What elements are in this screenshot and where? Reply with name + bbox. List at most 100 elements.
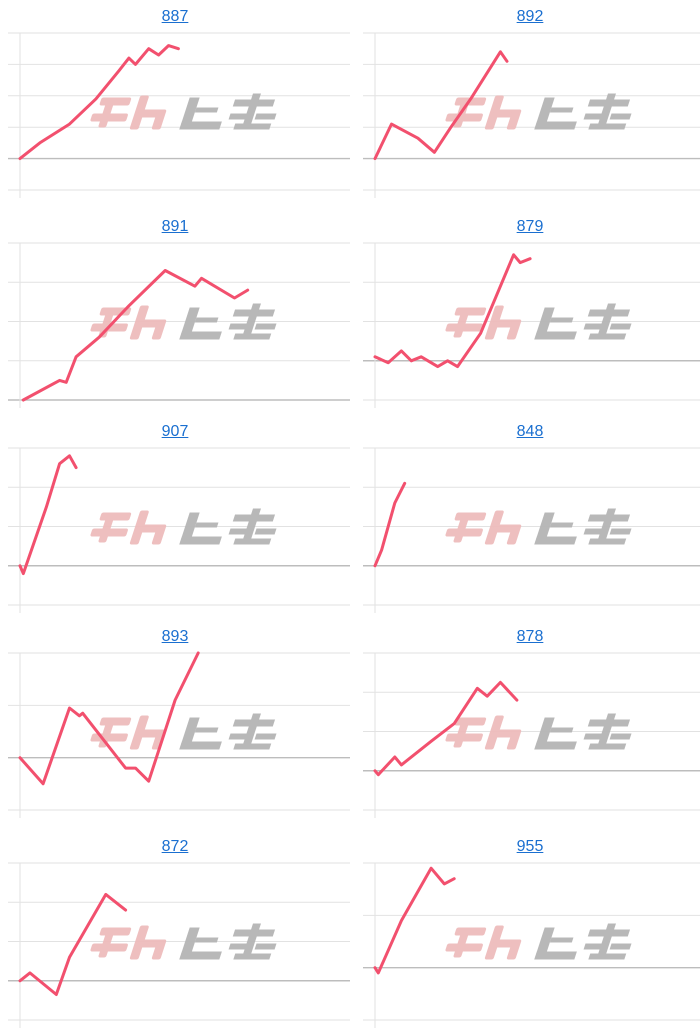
watermark-mark [99, 928, 132, 936]
watermark-mark [229, 529, 253, 535]
watermark-mark [445, 734, 484, 742]
line-plot [0, 210, 350, 415]
watermark-mark [179, 537, 222, 545]
watermark-mark [584, 114, 608, 120]
watermark-mark [90, 529, 129, 537]
watermark-mark [233, 954, 271, 960]
watermark-mark [255, 529, 277, 535]
watermark-mark [445, 944, 484, 952]
watermark-mark [90, 734, 129, 742]
chart-872: 872 [0, 830, 350, 1035]
line-plot [355, 620, 700, 825]
watermark-mark [195, 938, 219, 943]
chart-879: 879 [355, 210, 700, 415]
watermark-mark [255, 734, 277, 740]
line-plot [0, 0, 350, 205]
watermark-mark [584, 734, 608, 740]
series-line [20, 456, 76, 574]
watermark-mark [195, 108, 219, 113]
watermark-mark [233, 744, 271, 750]
chart-848: 848 [355, 415, 700, 620]
watermark-mark [610, 734, 632, 740]
chart-title-link[interactable]: 893 [0, 628, 350, 646]
watermark-mark [233, 124, 271, 130]
watermark-mark [90, 944, 129, 952]
line-plot [355, 210, 700, 415]
chart-title-link[interactable]: 872 [0, 838, 350, 856]
line-plot [355, 830, 700, 1035]
watermark-logo [87, 714, 283, 750]
watermark-mark [588, 744, 626, 750]
line-plot [355, 415, 700, 620]
watermark-mark [255, 114, 277, 120]
watermark-mark [610, 944, 632, 950]
watermark-mark [534, 537, 577, 545]
chart-title-link[interactable]: 891 [0, 218, 350, 236]
watermark-mark [195, 523, 219, 528]
chart-907: 907 [0, 415, 350, 620]
watermark-mark [255, 944, 277, 950]
watermark-mark [588, 539, 626, 545]
watermark-mark [550, 728, 574, 733]
watermark-mark [233, 334, 271, 340]
watermark-mark [179, 122, 222, 130]
chart-title-link[interactable]: 955 [355, 838, 700, 856]
watermark-mark [195, 318, 219, 323]
watermark-mark [229, 114, 253, 120]
watermark-mark [229, 324, 253, 330]
chart-title-link[interactable]: 907 [0, 423, 350, 441]
watermark-mark [550, 318, 574, 323]
chart-title-link[interactable]: 887 [0, 8, 350, 26]
chart-887: 887 [0, 0, 350, 205]
series-line [375, 255, 530, 367]
watermark-logo [442, 924, 638, 960]
watermark-mark [534, 952, 577, 960]
watermark-mark [445, 324, 484, 332]
watermark-mark [584, 944, 608, 950]
chart-893: 893 [0, 620, 350, 825]
series-line [375, 483, 405, 566]
chart-title-link[interactable]: 892 [355, 8, 700, 26]
watermark-mark [445, 529, 484, 537]
watermark-mark [588, 124, 626, 130]
watermark-mark [195, 728, 219, 733]
watermark-mark [454, 513, 487, 521]
chart-892: 892 [355, 0, 700, 205]
watermark-mark [550, 523, 574, 528]
watermark-mark [454, 928, 487, 936]
watermark-mark [229, 944, 253, 950]
watermark-mark [179, 952, 222, 960]
watermark-mark [99, 98, 132, 106]
watermark-mark [610, 529, 632, 535]
watermark-mark [445, 114, 484, 122]
line-plot [0, 415, 350, 620]
chart-title-link[interactable]: 878 [355, 628, 700, 646]
chart-878: 878 [355, 620, 700, 825]
watermark-logo [87, 94, 283, 130]
watermark-mark [584, 324, 608, 330]
series-line [375, 52, 507, 159]
series-line [375, 868, 454, 973]
watermark-mark [584, 529, 608, 535]
watermark-mark [610, 324, 632, 330]
watermark-mark [99, 513, 132, 521]
watermark-mark [588, 334, 626, 340]
watermark-mark [534, 742, 577, 750]
watermark-mark [255, 324, 277, 330]
watermark-mark [233, 539, 271, 545]
watermark-mark [179, 332, 222, 340]
watermark-mark [550, 108, 574, 113]
chart-891: 891 [0, 210, 350, 415]
watermark-mark [534, 122, 577, 130]
line-plot [0, 620, 350, 825]
chart-title-link[interactable]: 848 [355, 423, 700, 441]
chart-title-link[interactable]: 879 [355, 218, 700, 236]
chart-955: 955 [355, 830, 700, 1035]
watermark-mark [550, 938, 574, 943]
series-line [20, 46, 178, 159]
watermark-mark [588, 954, 626, 960]
watermark-mark [90, 114, 129, 122]
line-plot [355, 0, 700, 205]
watermark-mark [534, 332, 577, 340]
watermark-mark [229, 734, 253, 740]
